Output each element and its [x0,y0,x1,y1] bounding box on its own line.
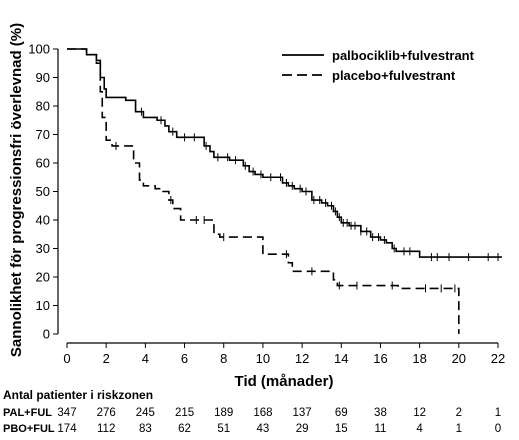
risk-value: 51 [217,423,230,435]
x-tick-label: 22 [491,351,505,366]
legend: palbociklib+fulvestrant placebo+fulvestra… [282,48,475,83]
x-tick-label: 8 [220,351,227,366]
risk-value: 0 [495,423,501,435]
risk-value: 1 [495,407,501,419]
y-tick-label: 70 [36,127,50,142]
y-tick-label: 80 [36,99,50,114]
legend-label-palbociklib: palbociklib+fulvestrant [332,48,475,63]
x-tick-label: 18 [412,351,426,366]
y-tick-label: 90 [36,70,50,85]
x-tick-label: 14 [334,351,348,366]
risk-value: 137 [292,407,311,419]
x-axis-title: Tid (månader) [235,373,334,390]
y-tick-label: 50 [36,184,50,199]
plot-area [67,48,502,334]
y-tick-label: 0 [43,327,50,342]
x-tick-label: 10 [256,351,270,366]
y-tick-label: 40 [36,213,50,228]
x-tick-label: 2 [103,351,110,366]
risk-value: 215 [175,407,194,419]
risk-value: 29 [296,423,309,435]
risk-value: 168 [253,407,272,419]
series-line-placebo [67,48,460,334]
x-tick-label: 16 [373,351,387,366]
series-line-palbociklib [67,48,502,258]
risk-value: 174 [57,423,77,435]
risk-value: 69 [335,407,348,419]
risk-value: 276 [97,407,116,419]
y-axis-title: Sannolikhet för progressionsfri överlevn… [8,23,25,357]
risk-value: 2 [456,407,462,419]
x-tick-label: 20 [452,351,466,366]
risk-value: 112 [97,423,115,435]
risk-row-label-pal: PAL+FUL [3,407,52,419]
x-tick-label: 12 [295,351,309,366]
risk-value: 43 [257,423,270,435]
risk-value: 1 [456,423,462,435]
risk-value: 347 [57,407,76,419]
y-tick-label: 100 [28,42,50,57]
risk-value: 38 [374,407,387,419]
x-tick-label: 0 [63,351,70,366]
risk-table-title: Antal patienter i riskzonen [3,388,153,402]
x-tick-label: 4 [142,351,149,366]
risk-value: 245 [136,407,155,419]
risk-value: 189 [214,407,233,419]
risk-value: 83 [139,423,152,435]
risk-value: 11 [374,423,386,435]
x-tick-label: 6 [181,351,188,366]
axes: 0 2 4 6 8 10 12 14 16 18 20 22 0 10 20 30 40 50 60 70 80 90 10… [28,42,505,367]
y-tick-label: 20 [36,270,50,285]
risk-value: 4 [416,423,423,435]
y-tick-label: 10 [36,298,50,313]
risk-value: 12 [413,407,426,419]
risk-row-label-pbo: PBO+FUL [3,423,55,435]
risk-table: Antal patienter i riskzonen PAL+FUL PBO+… [3,388,501,435]
y-tick-label: 30 [36,241,50,256]
risk-value: 15 [335,423,348,435]
y-tick-label: 60 [36,156,50,171]
risk-value: 62 [178,423,191,435]
legend-label-placebo: placebo+fulvestrant [332,68,456,83]
